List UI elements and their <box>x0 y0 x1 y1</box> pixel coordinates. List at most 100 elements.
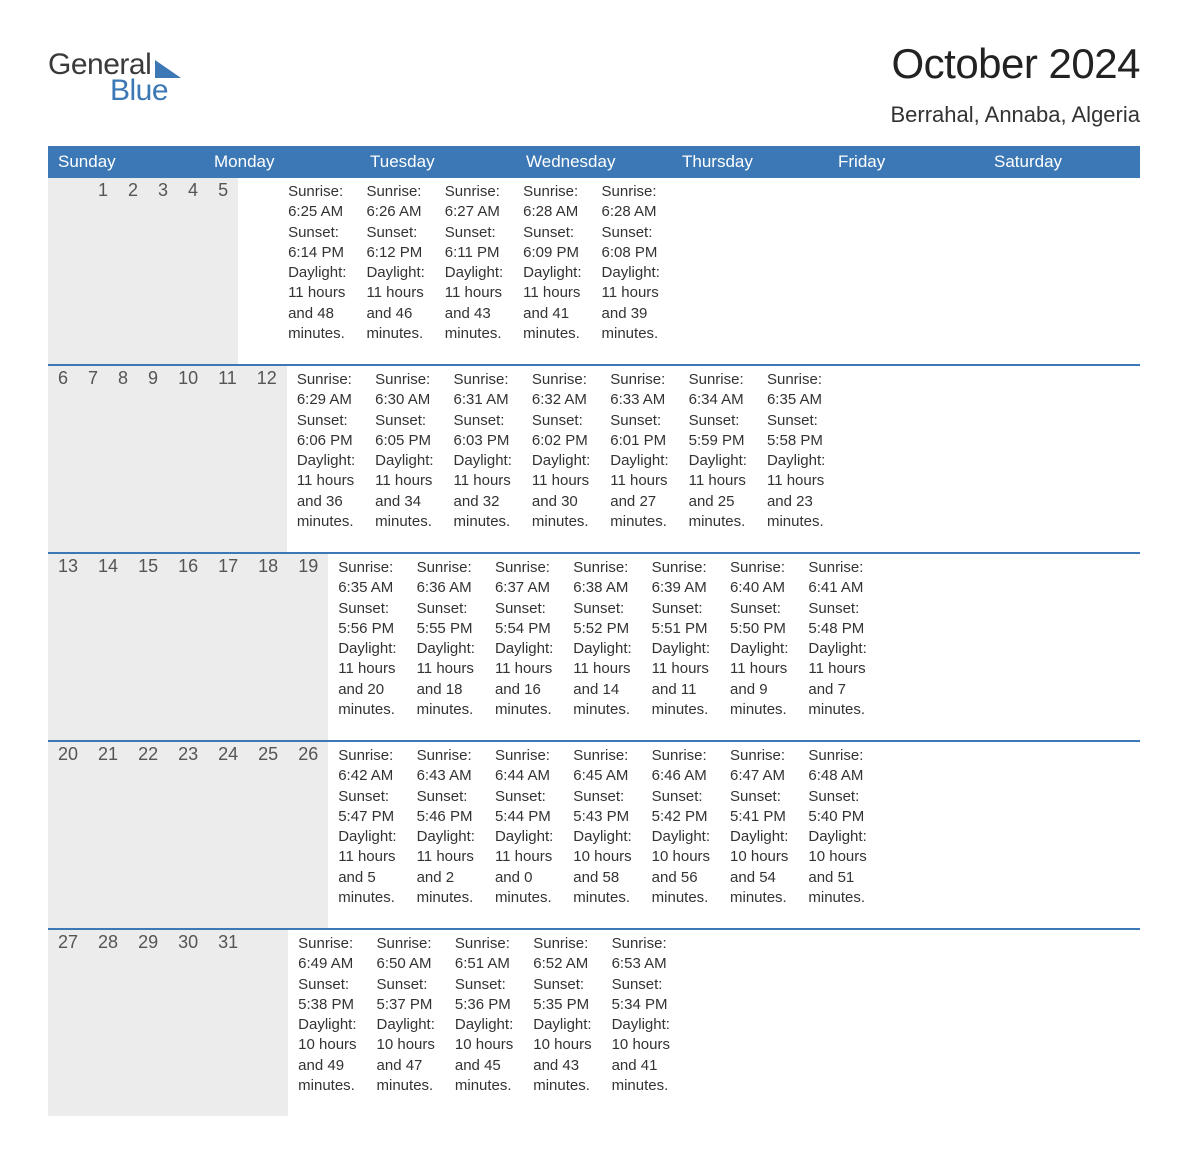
day-cell-28: Sunrise: 6:50 AMSunset: 5:37 PMDaylight:… <box>367 930 445 1116</box>
day-number: 16 <box>168 554 208 740</box>
daylight-line: Daylight: 10 hours and 41 minutes. <box>612 1015 670 1096</box>
daylight-line: Daylight: 11 hours and 25 minutes. <box>689 451 747 532</box>
sunset-line: Sunset: 6:02 PM <box>532 411 590 452</box>
day-number <box>248 930 268 1116</box>
day-cell-7: Sunrise: 6:30 AMSunset: 6:05 PMDaylight:… <box>365 366 443 552</box>
day-cell-1: Sunrise: 6:25 AMSunset: 6:14 PMDaylight:… <box>278 178 356 364</box>
day-cell-15: Sunrise: 6:37 AMSunset: 5:54 PMDaylight:… <box>485 554 563 740</box>
sunset-line: Sunset: 5:36 PM <box>455 975 513 1016</box>
logo-word-2: Blue <box>110 74 168 107</box>
daylight-line: Daylight: 11 hours and 7 minutes. <box>808 639 866 720</box>
sunset-line: Sunset: 5:35 PM <box>533 975 591 1016</box>
daynum-row: 13141516171819 <box>48 554 328 740</box>
day-number: 30 <box>168 930 208 1116</box>
day-cell-3: Sunrise: 6:27 AMSunset: 6:11 PMDaylight:… <box>435 178 513 364</box>
daylight-line: Daylight: 11 hours and 9 minutes. <box>730 639 788 720</box>
day-cell-6: Sunrise: 6:29 AMSunset: 6:06 PMDaylight:… <box>287 366 365 552</box>
daynum-row: 6789101112 <box>48 366 287 552</box>
day-number: 26 <box>288 742 328 928</box>
sunset-line: Sunset: 6:09 PM <box>523 223 581 264</box>
sunrise-line: Sunrise: 6:50 AM <box>377 934 435 975</box>
sunrise-line: Sunrise: 6:30 AM <box>375 370 433 411</box>
daylight-line: Daylight: 11 hours and 11 minutes. <box>652 639 710 720</box>
sunset-line: Sunset: 6:08 PM <box>602 223 660 264</box>
day-number: 14 <box>88 554 128 740</box>
sunrise-line: Sunrise: 6:38 AM <box>573 558 631 599</box>
sunset-line: Sunset: 5:34 PM <box>612 975 670 1016</box>
day-cell-22: Sunrise: 6:44 AMSunset: 5:44 PMDaylight:… <box>485 742 563 928</box>
title-block: October 2024 Berrahal, Annaba, Algeria <box>890 40 1140 128</box>
sunrise-line: Sunrise: 6:48 AM <box>808 746 866 787</box>
sunrise-line: Sunrise: 6:53 AM <box>612 934 670 975</box>
body-row: Sunrise: 6:49 AMSunset: 5:38 PMDaylight:… <box>288 930 720 1116</box>
daylight-line: Daylight: 11 hours and 43 minutes. <box>445 263 503 344</box>
sunset-line: Sunset: 6:11 PM <box>445 223 503 264</box>
sunrise-line: Sunrise: 6:41 AM <box>808 558 866 599</box>
sunset-line: Sunset: 6:03 PM <box>454 411 512 452</box>
daylight-line: Daylight: 11 hours and 36 minutes. <box>297 451 355 532</box>
daylight-line: Daylight: 11 hours and 41 minutes. <box>523 263 581 344</box>
daylight-line: Daylight: 11 hours and 32 minutes. <box>454 451 512 532</box>
day-cell-empty <box>238 178 258 364</box>
day-of-week-header: SundayMondayTuesdayWednesdayThursdayFrid… <box>48 146 1140 178</box>
page-title: October 2024 <box>890 40 1140 88</box>
sunrise-line: Sunrise: 6:37 AM <box>495 558 553 599</box>
day-cell-29: Sunrise: 6:51 AMSunset: 5:36 PMDaylight:… <box>445 930 523 1116</box>
sunset-line: Sunset: 5:42 PM <box>652 787 710 828</box>
daylight-line: Daylight: 10 hours and 47 minutes. <box>377 1015 435 1096</box>
header: General Blue October 2024 Berrahal, Anna… <box>48 40 1140 128</box>
day-number: 9 <box>138 366 168 552</box>
day-number: 4 <box>178 178 208 364</box>
sunset-line: Sunset: 5:54 PM <box>495 599 553 640</box>
sunrise-line: Sunrise: 6:46 AM <box>652 746 710 787</box>
sunset-line: Sunset: 5:58 PM <box>767 411 825 452</box>
day-number: 21 <box>88 742 128 928</box>
day-number <box>268 930 288 1116</box>
daylight-line: Daylight: 11 hours and 5 minutes. <box>338 827 396 908</box>
daylight-line: Daylight: 11 hours and 18 minutes. <box>417 639 475 720</box>
day-cell-8: Sunrise: 6:31 AMSunset: 6:03 PMDaylight:… <box>444 366 522 552</box>
daylight-line: Daylight: 10 hours and 58 minutes. <box>573 827 631 908</box>
daynum-row: 20212223242526 <box>48 742 328 928</box>
sunrise-line: Sunrise: 6:43 AM <box>417 746 475 787</box>
sunrise-line: Sunrise: 6:25 AM <box>288 182 346 223</box>
sunset-line: Sunset: 6:01 PM <box>610 411 668 452</box>
dow-saturday: Saturday <box>984 146 1140 178</box>
daylight-line: Daylight: 10 hours and 45 minutes. <box>455 1015 513 1096</box>
day-number: 6 <box>48 366 78 552</box>
day-number: 24 <box>208 742 248 928</box>
sunset-line: Sunset: 5:51 PM <box>652 599 710 640</box>
day-number: 20 <box>48 742 88 928</box>
daynum-row: 12345 <box>48 178 238 364</box>
daylight-line: Daylight: 11 hours and 23 minutes. <box>767 451 825 532</box>
day-cell-19: Sunrise: 6:41 AMSunset: 5:48 PMDaylight:… <box>798 554 876 740</box>
logo: General Blue <box>48 40 181 106</box>
sunrise-line: Sunrise: 6:39 AM <box>652 558 710 599</box>
day-number: 1 <box>88 178 118 364</box>
daylight-line: Daylight: 10 hours and 56 minutes. <box>652 827 710 908</box>
daylight-line: Daylight: 11 hours and 2 minutes. <box>417 827 475 908</box>
day-number: 27 <box>48 930 88 1116</box>
day-cell-30: Sunrise: 6:52 AMSunset: 5:35 PMDaylight:… <box>523 930 601 1116</box>
daylight-line: Daylight: 11 hours and 20 minutes. <box>338 639 396 720</box>
day-number: 5 <box>208 178 238 364</box>
sunset-line: Sunset: 5:48 PM <box>808 599 866 640</box>
day-cell-5: Sunrise: 6:28 AMSunset: 6:08 PMDaylight:… <box>592 178 670 364</box>
calendar-page: General Blue October 2024 Berrahal, Anna… <box>0 0 1188 1176</box>
sunrise-line: Sunrise: 6:45 AM <box>573 746 631 787</box>
body-row: Sunrise: 6:25 AMSunset: 6:14 PMDaylight:… <box>238 178 670 364</box>
day-number: 10 <box>168 366 208 552</box>
day-cell-10: Sunrise: 6:33 AMSunset: 6:01 PMDaylight:… <box>600 366 678 552</box>
dow-friday: Friday <box>828 146 984 178</box>
sunrise-line: Sunrise: 6:52 AM <box>533 934 591 975</box>
sunset-line: Sunset: 5:41 PM <box>730 787 788 828</box>
sunrise-line: Sunrise: 6:40 AM <box>730 558 788 599</box>
sunrise-line: Sunrise: 6:32 AM <box>532 370 590 411</box>
week-4: 20212223242526Sunrise: 6:42 AMSunset: 5:… <box>48 740 1140 928</box>
sunset-line: Sunset: 6:12 PM <box>366 223 424 264</box>
sunset-line: Sunset: 5:37 PM <box>377 975 435 1016</box>
day-number: 17 <box>208 554 248 740</box>
sunset-line: Sunset: 6:06 PM <box>297 411 355 452</box>
day-cell-12: Sunrise: 6:35 AMSunset: 5:58 PMDaylight:… <box>757 366 835 552</box>
sunset-line: Sunset: 5:40 PM <box>808 787 866 828</box>
